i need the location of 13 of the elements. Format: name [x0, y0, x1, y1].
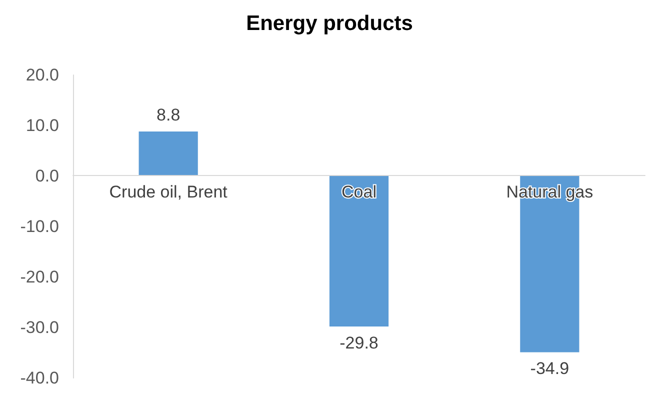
y-tick-label: -20.0 [20, 268, 59, 286]
y-tick-label: -40.0 [20, 368, 59, 388]
x-tick-label: Coal [342, 182, 376, 202]
y-tick-label: 0.0 [35, 166, 59, 186]
data-label: 8.8 [156, 106, 180, 125]
chart-title: Energy products [246, 12, 413, 35]
y-tick-label: -10.0 [20, 217, 59, 236]
y-tick-label: -30.0 [20, 318, 59, 337]
y-tick-label: 20.0 [26, 66, 59, 84]
x-tick-label: Crude oil, Brent [109, 182, 228, 202]
y-tick-label: 10.0 [26, 116, 59, 135]
data-label: -34.9 [530, 359, 570, 378]
data-label: -29.8 [340, 333, 378, 352]
